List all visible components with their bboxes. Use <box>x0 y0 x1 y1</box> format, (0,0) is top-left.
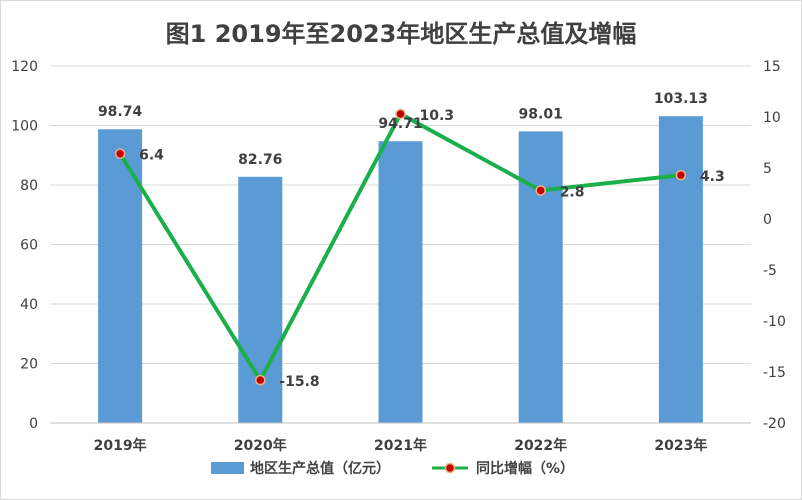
right-tick-label: 0 <box>763 212 772 228</box>
line-value-label: 4.3 <box>700 169 725 185</box>
category-label: 2020年 <box>234 437 287 454</box>
left-tick-label: 80 <box>20 178 38 194</box>
bar-value-label: 94.71 <box>378 116 422 132</box>
legend-marker <box>444 462 456 474</box>
line-value-label: 6.4 <box>139 148 164 164</box>
right-tick-label: -10 <box>763 314 786 330</box>
line-point <box>255 374 266 386</box>
line-point <box>395 108 406 120</box>
bar-series <box>98 116 703 424</box>
legend-swatch-bar <box>211 462 244 474</box>
category-label: 2022年 <box>514 437 567 454</box>
right-tick-label: -20 <box>763 416 786 432</box>
line-series <box>114 108 687 386</box>
gridlines <box>50 65 751 364</box>
bar <box>378 141 423 424</box>
right-tick-label: 5 <box>763 161 772 177</box>
legend: 地区生产总值（亿元） 同比增幅（%） <box>211 460 574 477</box>
bar <box>98 129 143 423</box>
chart-title: 图1 2019年至2023年地区生产总值及增幅 <box>166 20 637 48</box>
line-value-label: -15.8 <box>279 374 319 390</box>
category-label: 2019年 <box>94 437 147 454</box>
line-point <box>535 185 546 196</box>
line-value-label: 2.8 <box>560 184 585 200</box>
bar <box>518 131 563 424</box>
left-tick-label: 60 <box>20 238 38 254</box>
left-tick-label: 40 <box>20 297 38 313</box>
legend-label-bar: 地区生产总值（亿元） <box>250 460 390 477</box>
right-tick-label: -15 <box>763 365 786 381</box>
bar-value-label: 82.76 <box>238 152 282 168</box>
right-tick-label: -5 <box>763 263 777 279</box>
left-tick-label: 120 <box>11 59 38 75</box>
category-label: 2023年 <box>654 437 707 454</box>
bar-value-label: 98.01 <box>519 106 563 122</box>
line-point <box>114 148 126 159</box>
left-tick-label: 20 <box>20 357 38 373</box>
data-labels: 98.74 82.76 94.71 98.01 103.13 6.4 -15.8 10.3 2.… <box>98 91 725 390</box>
line-value-label: 10.3 <box>420 108 455 124</box>
right-tick-label: 15 <box>763 59 781 75</box>
bar-value-label: 98.74 <box>98 104 143 120</box>
legend-label-line: 同比增幅（%） <box>476 460 574 477</box>
bar <box>658 116 703 424</box>
left-tick-label: 0 <box>29 416 38 432</box>
bar-value-label: 103.13 <box>654 91 708 107</box>
category-label: 2021年 <box>374 437 427 454</box>
left-tick-label: 100 <box>11 119 38 135</box>
axes: 0 20 40 60 80 100 120 -20 -15 -10 -5 0 5 10 15 2019年 202… <box>11 59 786 454</box>
line-point <box>675 169 687 181</box>
bar <box>238 176 283 423</box>
right-tick-label: 10 <box>763 110 781 126</box>
